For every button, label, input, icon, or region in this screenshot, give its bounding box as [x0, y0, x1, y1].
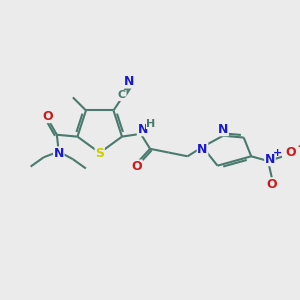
Text: H: H — [146, 118, 156, 128]
Text: N: N — [265, 153, 275, 166]
Text: N: N — [53, 147, 64, 160]
Text: O: O — [132, 160, 142, 173]
Text: N: N — [218, 123, 228, 136]
Text: +: + — [273, 148, 282, 158]
Text: -: - — [297, 140, 300, 153]
Text: N: N — [124, 75, 135, 88]
Text: N: N — [137, 123, 148, 136]
Text: O: O — [285, 146, 296, 159]
Text: S: S — [95, 147, 104, 160]
Text: O: O — [42, 110, 53, 122]
Text: O: O — [266, 178, 277, 191]
Text: N: N — [197, 143, 208, 156]
Text: C: C — [118, 91, 126, 100]
